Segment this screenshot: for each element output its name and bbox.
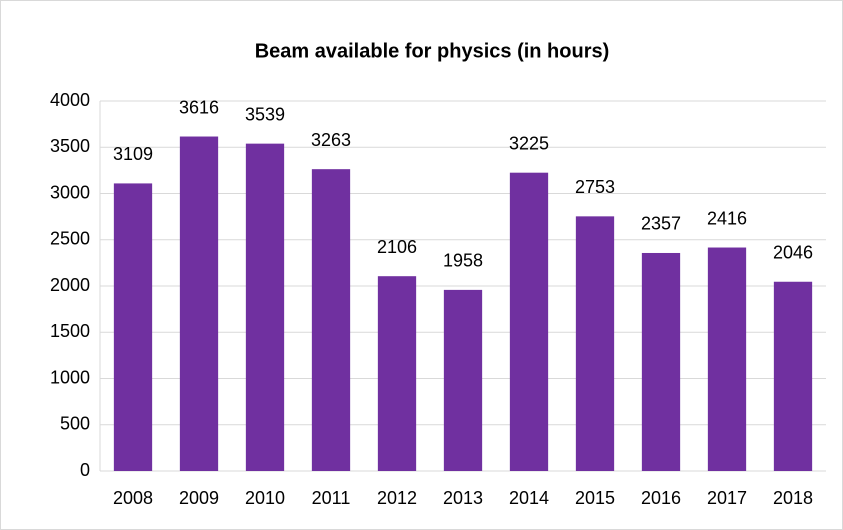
x-tick-label: 2009 [179,488,219,508]
x-tick-label: 2017 [707,488,747,508]
bar [245,143,285,471]
data-label: 3263 [311,130,351,150]
data-label: 3225 [509,133,549,153]
data-label: 2106 [377,237,417,257]
x-tick-label: 2016 [641,488,681,508]
data-label: 3616 [179,97,219,117]
data-label: 2357 [641,214,681,234]
y-tick-label: 2000 [50,275,90,295]
bar [509,172,549,471]
x-tick-label: 2018 [773,488,813,508]
bar [641,252,681,471]
y-tick-label: 1500 [50,321,90,341]
x-tick-label: 2013 [443,488,483,508]
y-tick-label: 500 [60,414,90,434]
x-tick-label: 2014 [509,488,549,508]
data-label: 1958 [443,251,483,271]
x-tick-label: 2015 [575,488,615,508]
x-tick-label: 2008 [113,488,153,508]
bar [179,136,219,471]
bar [773,281,813,471]
data-label: 2046 [773,242,813,262]
y-tick-label: 3500 [50,136,90,156]
bar [113,183,153,472]
bar [311,169,351,472]
data-label: 3109 [113,144,153,164]
y-tick-label: 4000 [50,90,90,110]
y-tick-label: 0 [80,460,90,480]
y-tick-label: 3000 [50,182,90,202]
bar [707,247,747,471]
chart-title: Beam available for physics (in hours) [255,40,610,62]
bar [575,216,615,471]
y-tick-label: 2500 [50,229,90,249]
data-label: 3539 [245,104,285,124]
x-tick-label: 2012 [377,488,417,508]
x-tick-label: 2010 [245,488,285,508]
data-label: 2753 [575,177,615,197]
data-label: 2416 [707,208,747,228]
bar [443,289,483,471]
x-tick-label: 2011 [312,488,351,508]
bar [377,276,417,471]
y-tick-label: 1000 [50,367,90,387]
